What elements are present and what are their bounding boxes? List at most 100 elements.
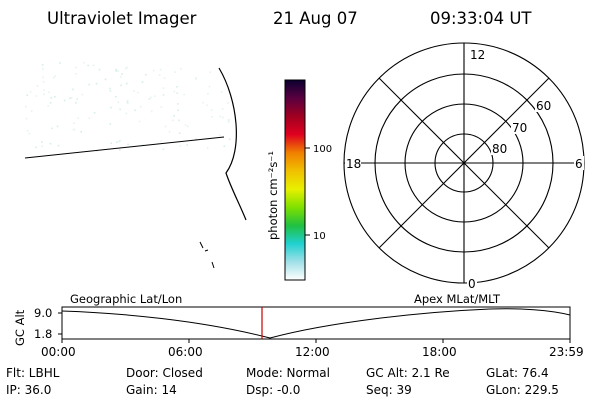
- speckle: [49, 102, 52, 104]
- speckle: [80, 131, 82, 133]
- speckle: [228, 121, 230, 123]
- speckle: [119, 76, 122, 78]
- speckle: [173, 90, 176, 93]
- speckle: [72, 128, 75, 131]
- speckle: [26, 130, 29, 132]
- speckle: [75, 101, 77, 104]
- speckle: [158, 74, 161, 76]
- speckle: [162, 148, 165, 151]
- speckle: [195, 137, 197, 140]
- speckle: [75, 73, 77, 75]
- speckle: [179, 145, 182, 147]
- speckle: [75, 66, 77, 69]
- speckle: [110, 106, 112, 109]
- speckle: [137, 91, 139, 94]
- speckle: [56, 125, 59, 128]
- speckle: [35, 146, 37, 149]
- orbit-left-title: Geographic Lat/Lon: [70, 292, 182, 306]
- colorbar-unit-label: photon cm⁻²s⁻¹: [266, 151, 280, 240]
- speckle: [109, 123, 112, 125]
- speckle: [176, 86, 178, 88]
- polar-labels: 12 18 6 0 60 70 80: [345, 47, 584, 291]
- dsp-readout: Dsp: -0.0: [246, 383, 301, 397]
- speckle: [174, 71, 176, 73]
- speckle: [109, 87, 111, 90]
- app-title: Ultraviolet Imager: [47, 9, 197, 28]
- speckle: [98, 68, 101, 71]
- speckle: [138, 120, 141, 123]
- orbit-y-axis-label: GC Alt: [13, 309, 27, 346]
- speckle: [178, 119, 180, 122]
- speckle: [63, 99, 66, 102]
- speckle: [115, 68, 117, 71]
- speckle: [87, 64, 89, 67]
- speckle: [177, 109, 179, 112]
- speckle: [29, 91, 32, 93]
- speckle: [47, 105, 49, 107]
- speckle: [30, 110, 33, 112]
- speckle: [228, 138, 231, 140]
- speckle: [120, 84, 122, 87]
- speckle: [218, 134, 221, 136]
- colorbar-label-100: 100: [313, 144, 332, 155]
- mlt-label-12: 12: [470, 48, 485, 62]
- speckle: [160, 140, 162, 142]
- speckle: [195, 77, 197, 79]
- glon-readout: GLon: 229.5: [486, 383, 559, 397]
- speckle: [184, 124, 187, 126]
- speckle: [48, 91, 50, 94]
- speckle: [77, 117, 79, 119]
- speckle: [222, 116, 224, 119]
- geographic-grid-line: [24, 136, 225, 159]
- speckle: [72, 88, 74, 91]
- speckle: [42, 76, 44, 79]
- speckle: [209, 71, 212, 73]
- orbit-x-tick-1800: 18:00: [422, 345, 457, 359]
- orbit-plot: GC Alt 9.0 1.8 Geographic Lat/Lon Apex M…: [13, 292, 584, 359]
- speckle: [220, 91, 223, 93]
- speckle: [109, 90, 112, 92]
- lat-label-80: 80: [492, 142, 507, 156]
- orbit-x-tick-0000: 00:00: [41, 345, 76, 359]
- speckle: [41, 63, 44, 66]
- mode-readout: Mode: Normal: [246, 366, 330, 380]
- speckle: [163, 77, 166, 79]
- speckle: [145, 73, 147, 76]
- speckle: [95, 82, 98, 85]
- speckle: [119, 139, 121, 142]
- filter-readout: Flt: LBHL: [6, 366, 60, 380]
- speckle: [206, 147, 209, 149]
- speckle: [118, 140, 121, 143]
- speckle: [126, 101, 129, 104]
- speckle: [26, 94, 28, 96]
- speckle: [139, 105, 142, 108]
- speckle: [221, 108, 224, 110]
- speckle: [73, 122, 75, 125]
- speckle: [219, 115, 222, 118]
- speckle: [117, 70, 119, 72]
- speckle: [42, 68, 44, 70]
- uv-image-panel: [24, 62, 247, 269]
- speckle: [53, 76, 55, 79]
- lat-label-70: 70: [512, 121, 527, 135]
- speckle: [81, 93, 84, 96]
- speckle: [57, 144, 60, 147]
- speckle: [211, 115, 213, 118]
- speckle: [133, 90, 135, 92]
- ip-readout: IP: 36.0: [6, 383, 52, 397]
- speckle: [43, 89, 45, 92]
- speckle: [183, 93, 185, 96]
- speckle: [93, 112, 96, 114]
- speckle: [43, 93, 45, 96]
- orbit-y-tick-1.8: 1.8: [34, 327, 52, 341]
- time-label: 09:33:04 UT: [430, 9, 532, 28]
- speckle: [168, 130, 171, 133]
- speckle: [115, 70, 117, 72]
- speckle: [41, 141, 43, 143]
- speckle: [73, 128, 76, 131]
- speckle: [180, 68, 182, 70]
- speckle: [141, 144, 144, 146]
- speckle: [76, 98, 78, 100]
- speckle: [186, 144, 188, 146]
